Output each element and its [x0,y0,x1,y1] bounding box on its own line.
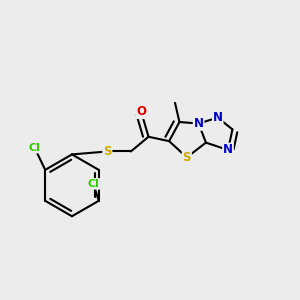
Text: Cl: Cl [28,142,40,153]
Text: S: S [103,145,112,158]
Text: S: S [183,151,191,164]
Text: N: N [223,143,233,157]
Text: N: N [194,117,204,130]
Text: O: O [136,105,146,118]
Text: N: N [213,111,223,124]
Text: Cl: Cl [88,179,99,189]
